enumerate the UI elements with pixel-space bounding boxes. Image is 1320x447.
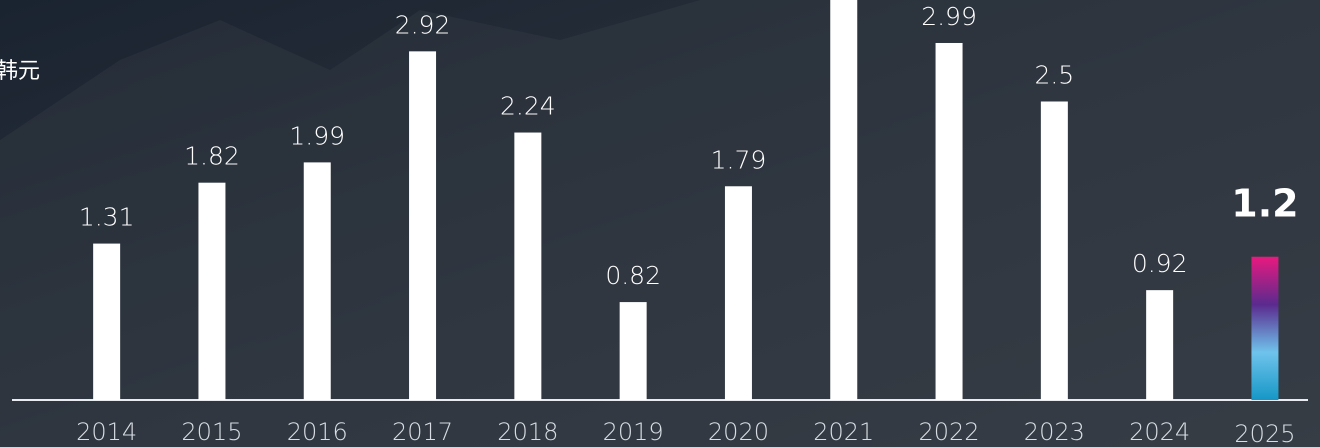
value-label: 0.82 — [605, 261, 661, 290]
bar — [93, 243, 121, 400]
x-tick-label: 2025 — [1234, 420, 1295, 447]
value-label: 0.92 — [1132, 249, 1188, 278]
value-label: 2.92 — [395, 10, 451, 39]
x-tick-label: 2021 — [813, 418, 874, 446]
bar — [724, 186, 752, 400]
bar — [1040, 101, 1068, 400]
value-label: 2.24 — [500, 92, 556, 121]
value-label: 1.99 — [289, 121, 345, 150]
x-tick-label: 2023 — [1024, 418, 1085, 446]
x-tick-label: 2020 — [708, 418, 769, 446]
value-label: 1.82 — [184, 142, 240, 171]
x-tick-label: 2019 — [603, 418, 664, 446]
value-label: 1.2 — [1231, 182, 1298, 226]
bar — [303, 162, 331, 400]
x-tick-label: 2016 — [287, 418, 348, 446]
value-label: 1.31 — [79, 203, 135, 232]
x-tick-label: 2018 — [497, 418, 558, 446]
x-tick-label: 2015 — [181, 418, 242, 446]
bar — [1146, 290, 1174, 400]
bar — [409, 51, 437, 400]
x-tick-label: 2017 — [392, 418, 453, 446]
x-tick-label: 2022 — [919, 418, 980, 446]
bar — [1251, 256, 1279, 400]
unit-label: 韩元 — [0, 59, 40, 84]
bar — [198, 182, 226, 400]
bar — [619, 302, 647, 400]
value-label: 2.5 — [1034, 60, 1074, 89]
x-tick-label: 2024 — [1129, 418, 1190, 446]
x-tick-label: 2014 — [76, 418, 137, 446]
value-label: 1.79 — [711, 145, 767, 174]
value-label: 2.99 — [921, 2, 977, 31]
bar — [935, 42, 963, 400]
bar — [830, 0, 858, 401]
bar — [514, 132, 542, 401]
